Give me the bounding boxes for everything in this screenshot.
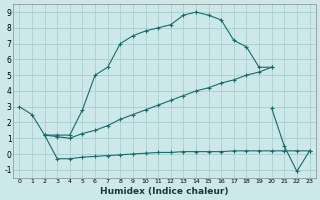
X-axis label: Humidex (Indice chaleur): Humidex (Indice chaleur) [100, 187, 229, 196]
